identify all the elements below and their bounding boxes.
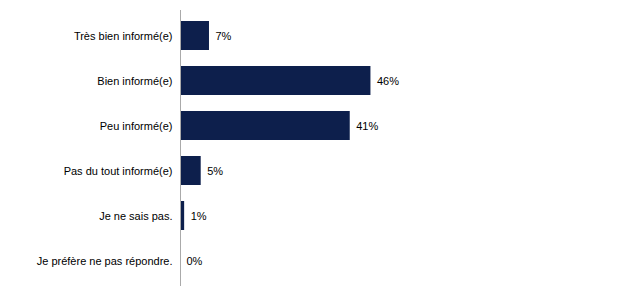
svg-text:1%: 1% xyxy=(191,210,207,222)
svg-text:Bien informé(e): Bien informé(e) xyxy=(97,75,172,87)
svg-text:Pas du tout informé(e): Pas du tout informé(e) xyxy=(64,165,173,177)
svg-text:5%: 5% xyxy=(207,165,223,177)
svg-text:0%: 0% xyxy=(187,255,203,267)
svg-text:Peu informé(e): Peu informé(e) xyxy=(100,120,173,132)
svg-text:7%: 7% xyxy=(215,30,231,42)
svg-text:Je préfère ne pas répondre.: Je préfère ne pas répondre. xyxy=(37,255,173,267)
svg-text:46%: 46% xyxy=(377,75,399,87)
svg-text:Je ne sais pas.: Je ne sais pas. xyxy=(99,210,172,222)
svg-text:Très bien informé(e): Très bien informé(e) xyxy=(74,30,173,42)
svg-text:41%: 41% xyxy=(356,120,378,132)
